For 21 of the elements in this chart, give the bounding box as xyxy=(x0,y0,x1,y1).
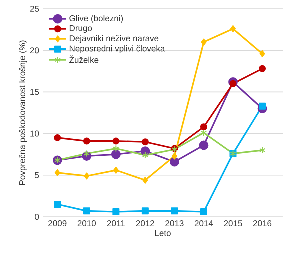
y-tick-label: 20 xyxy=(30,48,40,54)
x-tick-label: 2012 xyxy=(136,220,154,227)
x-tick-label: 2016 xyxy=(253,220,272,227)
legend-label: Žuželke xyxy=(70,56,99,64)
x-tick-label: 2013 xyxy=(166,220,184,227)
x-tick-label: 2014 xyxy=(194,220,214,227)
legend-label: Glive (bolezni) xyxy=(70,15,124,24)
legend-label: Neposredni vplivi človeka xyxy=(70,45,166,54)
x-tick-label: 2015 xyxy=(224,220,242,227)
y-tick-label: 0 xyxy=(35,214,40,220)
x-tick-label: 2009 xyxy=(48,220,67,227)
x-tick-label: 2010 xyxy=(78,220,96,227)
y-tick-label: 15 xyxy=(30,89,40,96)
x-tick-label: 2011 xyxy=(107,220,125,227)
x-axis-title: Leto xyxy=(155,230,171,236)
legend-label: Drugo xyxy=(70,25,92,34)
y-tick-label: 25 xyxy=(30,6,40,12)
y-tick-label: 10 xyxy=(30,130,40,137)
y-axis-title: Povprečna poškodovanost krošnje (%) xyxy=(19,40,28,186)
y-tick-label: 5 xyxy=(35,172,40,178)
legend-label: Dejavniki nežive narave xyxy=(70,35,159,44)
